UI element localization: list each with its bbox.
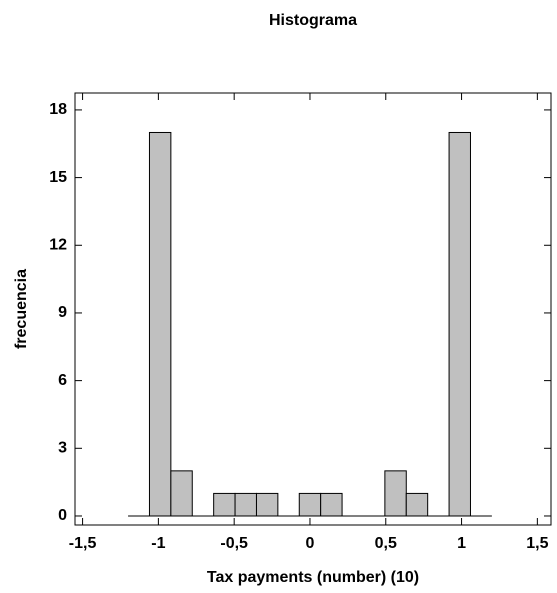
bar xyxy=(170,470,193,517)
bar xyxy=(234,492,257,517)
x-tick-label: 1 xyxy=(457,535,466,552)
x-tick-label: 0 xyxy=(306,535,315,552)
bar xyxy=(448,131,471,517)
y-tick-label: 12 xyxy=(49,236,67,253)
bar xyxy=(148,131,172,517)
bar xyxy=(405,492,429,517)
x-tick-label: -1 xyxy=(151,535,165,552)
y-tick-label: 15 xyxy=(49,169,67,186)
y-axis-label: frecuencia xyxy=(13,269,30,349)
x-axis-label: Tax payments (number) (10) xyxy=(207,569,419,586)
y-tick-label: 0 xyxy=(58,507,67,524)
x-tick-label: 1,5 xyxy=(526,535,548,552)
bar xyxy=(320,492,343,517)
y-tick-label: 18 xyxy=(49,101,67,118)
y-tick-label: 9 xyxy=(58,304,67,321)
bar xyxy=(255,492,279,517)
bar xyxy=(298,492,322,517)
plot-frame xyxy=(74,92,552,526)
chart-title: Histograma xyxy=(269,12,357,29)
bar xyxy=(384,470,407,517)
y-tick-label: 3 xyxy=(58,440,67,457)
x-tick-label: -0,5 xyxy=(220,535,248,552)
bar xyxy=(213,492,236,517)
x-tick-label: -1,5 xyxy=(69,535,97,552)
x-tick-label: 0,5 xyxy=(375,535,397,552)
y-tick-label: 6 xyxy=(58,372,67,389)
